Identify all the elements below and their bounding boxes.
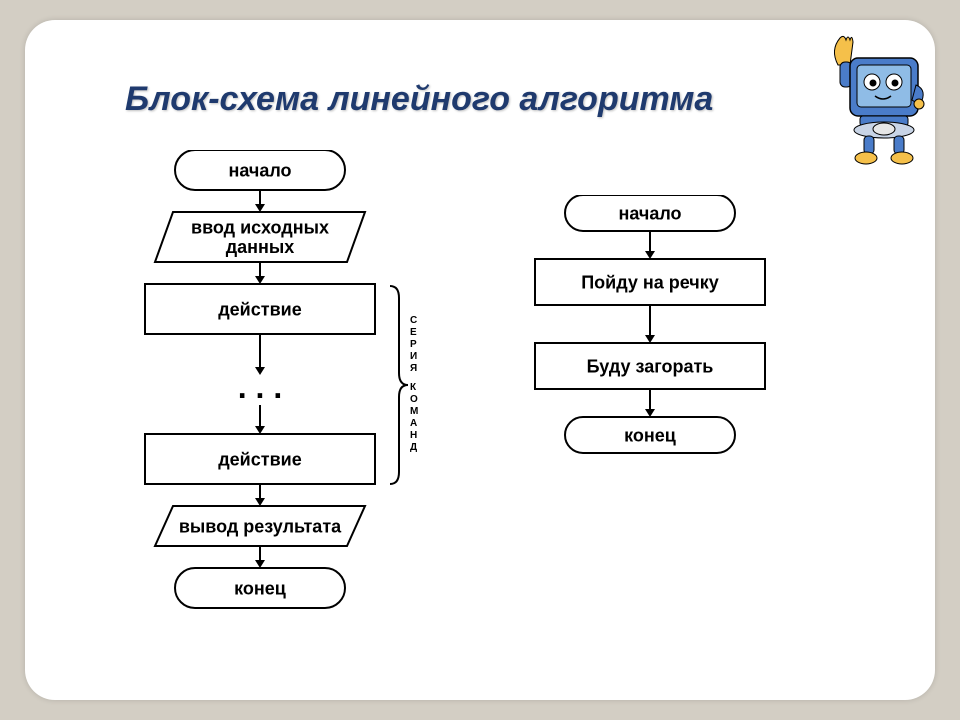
arrow-head-icon [645, 251, 655, 259]
brace-label-char: А [410, 418, 417, 429]
node-label: действие [218, 449, 301, 469]
arrow-head-icon [255, 560, 265, 568]
node-label: Пойду на речку [581, 272, 719, 292]
slide-card: Блок-схема линейного алгоритма начало вво… [25, 20, 935, 700]
brace-label-char: К [410, 382, 417, 393]
node-label: вывод результата [179, 516, 342, 536]
node-label: начало [618, 203, 681, 223]
arrow-head-icon [645, 409, 655, 417]
brace-label-char: Н [410, 430, 417, 441]
brace-label-char: Е [410, 327, 417, 338]
brace-label-char: И [410, 351, 417, 362]
brace-label-char: М [410, 406, 418, 417]
brace-label-char: Р [410, 339, 417, 350]
brace-label-char: Д [410, 442, 417, 453]
brace-label-char: О [410, 394, 418, 405]
arrow-head-icon [255, 204, 265, 212]
node-label: ввод исходных [191, 217, 329, 237]
right-flowchart: начало Пойду на речку Буду загорать конец [525, 195, 825, 515]
page-title: Блок-схема линейного алгоритма [125, 80, 713, 119]
node-label: начало [228, 160, 291, 180]
node-label: данных [226, 237, 295, 257]
arrow-head-icon [255, 498, 265, 506]
computer-mascot-icon [820, 30, 930, 170]
arrow-head-icon [645, 335, 655, 343]
arrow-head-icon [255, 276, 265, 284]
node-label: конец [234, 578, 286, 598]
brace-icon [390, 286, 408, 484]
arrow-head-icon [255, 426, 265, 434]
node-label: Буду загорать [587, 356, 714, 376]
node-label: действие [218, 299, 301, 319]
brace-label-char: С [410, 315, 417, 326]
left-flowchart: началоввод исходныхданныхдействие. . .де… [135, 150, 435, 690]
node-label: конец [624, 425, 676, 445]
brace-label-char: Я [410, 363, 417, 374]
